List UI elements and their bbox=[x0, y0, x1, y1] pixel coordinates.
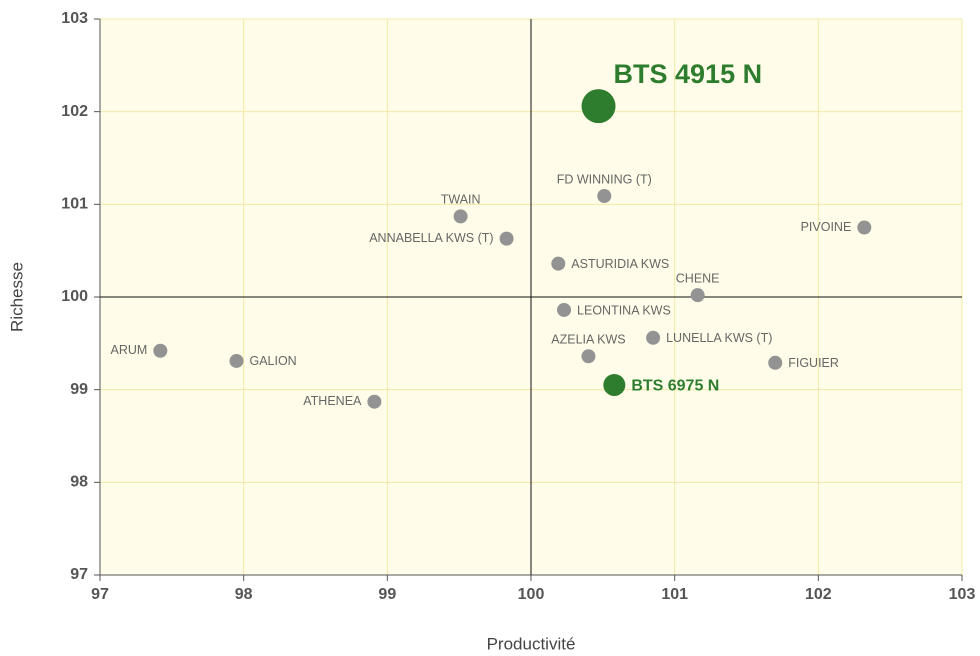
x-tick-label: 97 bbox=[91, 586, 109, 603]
point bbox=[581, 349, 596, 364]
point-label: ASTURIDIA KWS bbox=[571, 257, 669, 271]
point bbox=[551, 256, 566, 271]
x-tick-label: 99 bbox=[378, 586, 396, 603]
point bbox=[857, 220, 872, 235]
y-tick-label: 102 bbox=[61, 103, 88, 120]
point-label: ANNABELLA KWS (T) bbox=[369, 231, 493, 245]
x-tick-label: 102 bbox=[805, 586, 832, 603]
y-tick-label: 99 bbox=[70, 381, 88, 398]
point bbox=[603, 374, 626, 397]
point bbox=[367, 394, 382, 409]
x-tick-label: 100 bbox=[518, 586, 545, 603]
y-tick-label: 101 bbox=[61, 196, 88, 213]
y-tick-label: 100 bbox=[61, 288, 88, 305]
x-tick-label: 103 bbox=[949, 586, 976, 603]
point bbox=[597, 188, 612, 203]
point bbox=[646, 330, 661, 345]
point-label: FIGUIER bbox=[788, 356, 839, 370]
point-label: FD WINNING (T) bbox=[557, 172, 652, 186]
point-label: LEONTINA KWS bbox=[577, 303, 671, 317]
point-label: BTS 4915 N bbox=[614, 59, 763, 89]
point bbox=[499, 231, 514, 246]
x-tick-label: 101 bbox=[661, 586, 688, 603]
point bbox=[690, 288, 705, 303]
point-label: ATHENEA bbox=[303, 394, 362, 408]
point-label: TWAIN bbox=[441, 193, 481, 207]
point-label: GALION bbox=[249, 354, 296, 368]
x-tick-label: 98 bbox=[235, 586, 253, 603]
point-label: CHENE bbox=[676, 271, 720, 285]
y-tick-label: 98 bbox=[70, 474, 88, 491]
point-label: PIVOINE bbox=[801, 220, 852, 234]
point bbox=[453, 209, 468, 224]
point-label: ARUM bbox=[111, 343, 148, 357]
point bbox=[229, 353, 244, 368]
point bbox=[557, 302, 572, 317]
y-tick-label: 103 bbox=[61, 10, 88, 27]
y-tick-label: 97 bbox=[70, 566, 88, 583]
point bbox=[581, 89, 616, 124]
point bbox=[768, 355, 783, 370]
y-axis-label: Richesse bbox=[7, 262, 26, 332]
point-label: AZELIA KWS bbox=[551, 333, 625, 347]
point bbox=[153, 343, 168, 358]
point-label: LUNELLA KWS (T) bbox=[666, 331, 772, 345]
point-label: BTS 6975 N bbox=[631, 377, 719, 394]
x-axis-label: Productivité bbox=[487, 634, 576, 653]
